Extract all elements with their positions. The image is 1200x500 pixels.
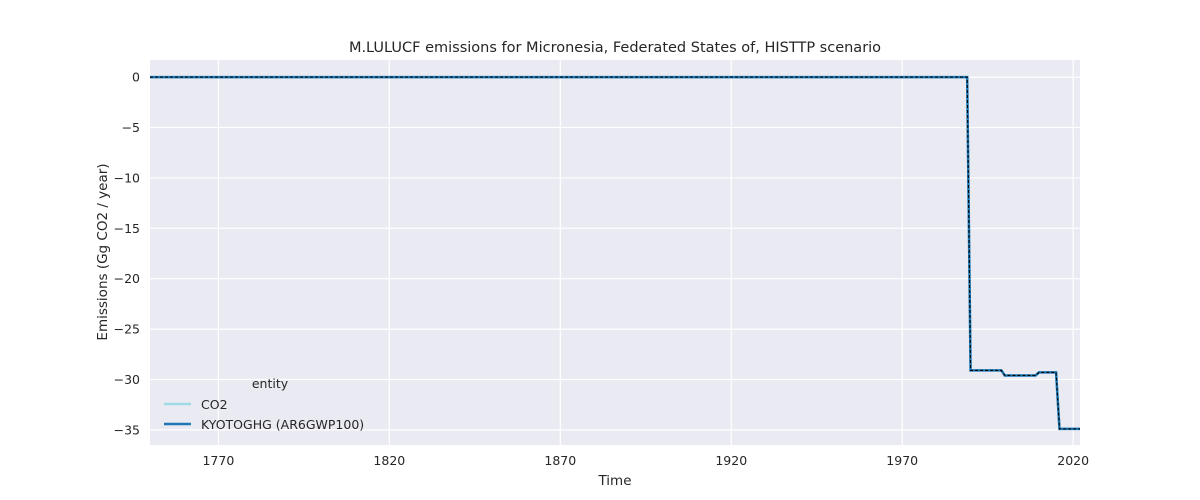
y-axis-label: Emissions (Gg CO2 / year) <box>95 163 111 340</box>
y-tick-label: −35 <box>114 422 140 437</box>
x-tick-label: 1920 <box>715 453 747 468</box>
y-tick-label: −15 <box>114 221 140 236</box>
legend-label-kyotoghg: KYOTOGHG (AR6GWP100) <box>201 417 364 432</box>
legend: entity CO2 KYOTOGHG (AR6GWP100) <box>164 376 364 432</box>
y-tick-label: −25 <box>114 322 140 337</box>
y-tick-label: −30 <box>114 372 140 387</box>
x-tick-label: 1870 <box>544 453 576 468</box>
x-tick-label: 2020 <box>1057 453 1089 468</box>
chart-title: M.LULUCF emissions for Micronesia, Feder… <box>349 40 881 56</box>
y-tick-label: −10 <box>114 170 140 185</box>
x-tick-label: 1820 <box>373 453 405 468</box>
x-tick-label: 1970 <box>886 453 918 468</box>
y-tick-label: −5 <box>122 120 140 135</box>
y-tick-label: −20 <box>114 271 140 286</box>
legend-title: entity <box>252 376 289 391</box>
x-axis-label: Time <box>597 473 631 489</box>
x-tick-label: 1770 <box>202 453 234 468</box>
y-tick-label: 0 <box>132 70 140 85</box>
x-axis-ticks: 1770 1820 1870 1920 1970 2020 <box>202 453 1089 468</box>
plot-area <box>150 60 1080 445</box>
legend-label-co2: CO2 <box>201 397 228 412</box>
y-axis-ticks: 0 −5 −10 −15 −20 −25 −30 −35 <box>114 70 140 438</box>
series-layer <box>150 75 1080 431</box>
series-overlay-dashed <box>150 76 1080 430</box>
